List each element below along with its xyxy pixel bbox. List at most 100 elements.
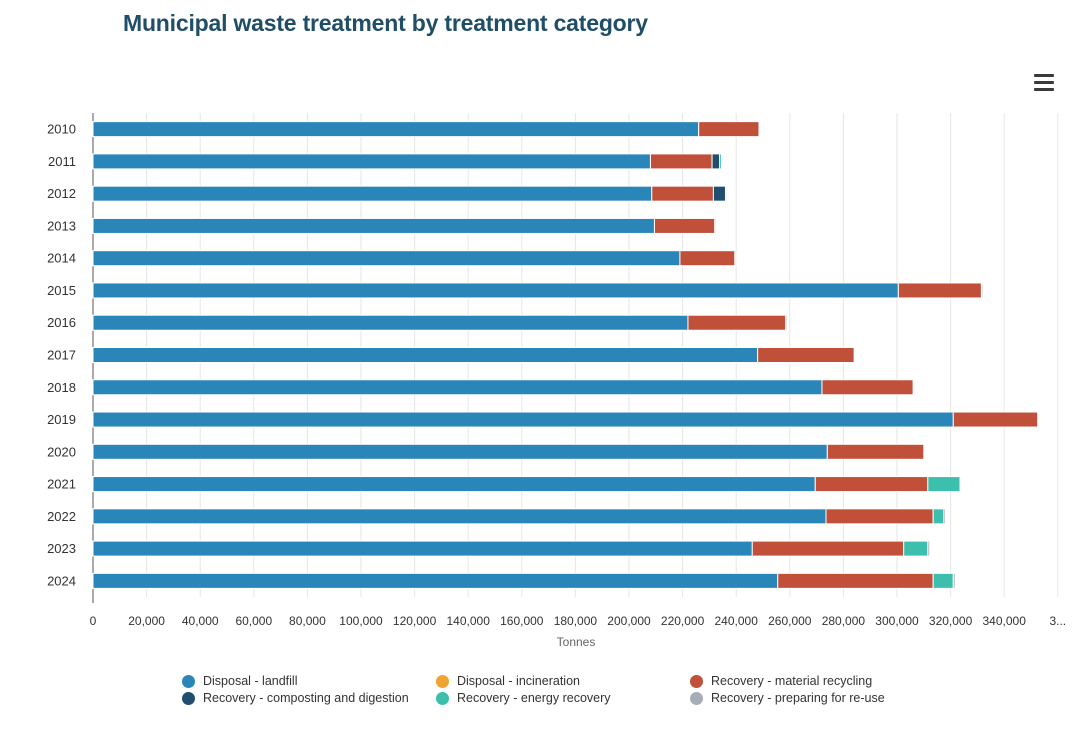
y-tick-label: 2015 xyxy=(47,283,76,298)
y-tick-label: 2018 xyxy=(47,380,76,395)
legend-item[interactable]: Recovery - material recycling xyxy=(690,674,872,688)
legend-item[interactable]: Recovery - energy recovery xyxy=(436,691,611,705)
y-tick-label: 2016 xyxy=(47,315,76,330)
bar-segment xyxy=(92,153,651,170)
bar-segment xyxy=(92,314,689,331)
bar-segment xyxy=(932,572,954,589)
legend-marker xyxy=(436,674,449,688)
bar-segment xyxy=(952,411,1039,428)
bar-segment xyxy=(92,121,700,138)
bar-segment xyxy=(649,153,713,170)
bar-segment xyxy=(927,540,931,557)
legend-item[interactable]: Disposal - landfill xyxy=(182,674,297,688)
bar-segment xyxy=(897,282,982,299)
x-tick-label: 320,000 xyxy=(929,614,973,628)
chart-title: Municipal waste treatment by treatment c… xyxy=(123,10,648,36)
legend-marker xyxy=(182,691,195,705)
bar-segment xyxy=(92,282,899,299)
menu-bar xyxy=(1034,80,1054,84)
bar-segment xyxy=(92,250,681,267)
y-tick-label: 2021 xyxy=(47,477,76,492)
bar-segment xyxy=(92,217,655,234)
x-tick-label: 180,000 xyxy=(554,614,598,628)
bar-segment xyxy=(712,185,726,202)
legend-label: Recovery - energy recovery xyxy=(457,691,611,705)
bar-segment xyxy=(777,572,934,589)
x-tick-label: 3... xyxy=(1049,614,1066,628)
legend-marker xyxy=(436,691,449,705)
x-tick-label: 80,000 xyxy=(289,614,326,628)
y-tick-label: 2023 xyxy=(47,541,76,556)
x-tick-label: 60,000 xyxy=(235,614,272,628)
x-tick-label: 100,000 xyxy=(339,614,383,628)
bar-segment xyxy=(92,572,779,589)
x-tick-label: 200,000 xyxy=(607,614,651,628)
legend-item[interactable]: Recovery - preparing for re-use xyxy=(690,691,885,705)
bar-segment xyxy=(825,508,934,525)
bar-segment xyxy=(714,217,717,234)
menu-bar xyxy=(1034,87,1054,91)
legend-label: Recovery - composting and digestion xyxy=(203,691,409,705)
legend-marker xyxy=(690,691,703,705)
bar-chart: 0 20,000 40,000 60,000 80,000 100,000 120,000 1… xyxy=(47,113,1066,649)
legend-label: Disposal - incineration xyxy=(457,674,580,688)
bar-segment xyxy=(980,282,984,299)
bar-segment xyxy=(751,540,905,557)
bar-segment xyxy=(821,379,914,396)
bar-segment xyxy=(687,314,787,331)
bar-segment xyxy=(711,153,721,170)
legend-item[interactable]: Recovery - composting and digestion xyxy=(182,691,409,705)
bar-segment xyxy=(943,508,947,525)
bar-segment xyxy=(651,185,714,202)
y-tick-label: 2010 xyxy=(47,122,76,137)
y-tick-label: 2013 xyxy=(47,218,76,233)
menu-bar xyxy=(1034,73,1054,77)
x-tick-label: 160,000 xyxy=(500,614,544,628)
y-tick-label: 2022 xyxy=(47,509,76,524)
bar-segment xyxy=(92,476,816,493)
bar-segment xyxy=(92,508,827,525)
bar-segment xyxy=(92,379,823,396)
y-tick-label: 2020 xyxy=(47,444,76,459)
bar-segment xyxy=(92,540,753,557)
bar-segment xyxy=(725,185,728,202)
bar-segment xyxy=(720,153,724,170)
x-tick-label: 280,000 xyxy=(822,614,866,628)
y-tick-label: 2011 xyxy=(48,154,76,169)
x-axis-title: Tonnes xyxy=(557,635,596,649)
x-tick-label: 20,000 xyxy=(128,614,165,628)
bar-segment xyxy=(734,250,737,267)
bar-segment xyxy=(826,443,925,460)
bar-segment xyxy=(757,347,855,363)
hamburger-menu-icon[interactable] xyxy=(1030,70,1058,94)
legend-label: Disposal - landfill xyxy=(203,674,298,688)
y-tick-label: 2017 xyxy=(47,348,76,363)
bar-segment xyxy=(679,250,736,267)
y-tick-label: 2024 xyxy=(47,573,76,588)
x-tick-label: 140,000 xyxy=(447,614,491,628)
x-tick-label: 120,000 xyxy=(393,614,437,628)
bar-segment xyxy=(952,572,956,589)
bar-segment xyxy=(653,217,716,234)
bar-segment xyxy=(92,347,759,363)
x-tick-label: 340,000 xyxy=(983,614,1027,628)
bar-segment xyxy=(814,476,929,493)
x-tick-label: 300,000 xyxy=(875,614,919,628)
bar-segment xyxy=(932,508,945,525)
x-tick-label: 40,000 xyxy=(182,614,219,628)
legend-item[interactable]: Disposal - incineration xyxy=(436,674,580,688)
bar-segment xyxy=(927,476,961,493)
bar-segment xyxy=(92,411,954,428)
legend-marker xyxy=(690,674,703,688)
bar-segment xyxy=(903,540,929,557)
bar-segment xyxy=(698,121,760,138)
y-tick-label: 2014 xyxy=(47,251,76,266)
legend-label: Recovery - preparing for re-use xyxy=(711,691,885,705)
x-tick-label: 240,000 xyxy=(715,614,759,628)
bar-segment xyxy=(785,314,788,331)
x-tick-label: 220,000 xyxy=(661,614,705,628)
bar-segment xyxy=(92,443,828,460)
bar-segment xyxy=(92,185,653,202)
x-tick-label: 260,000 xyxy=(768,614,812,628)
legend-marker xyxy=(182,674,195,688)
